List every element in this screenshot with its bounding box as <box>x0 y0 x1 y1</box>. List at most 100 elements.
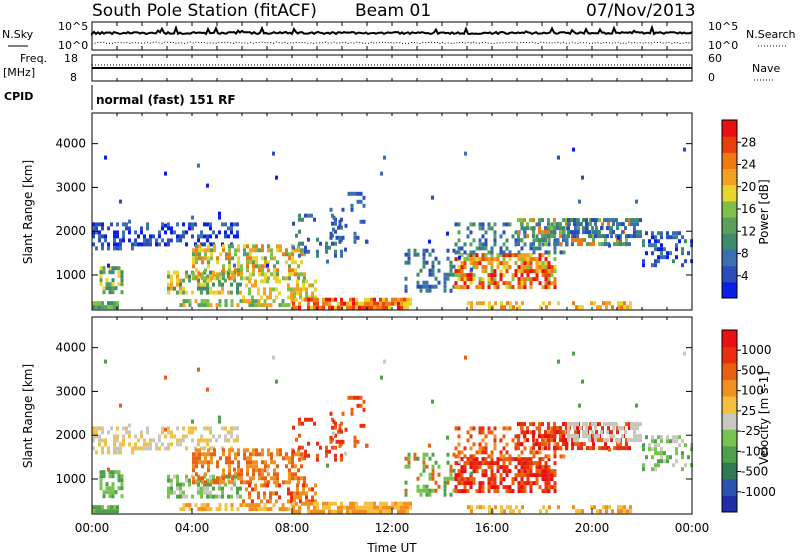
power-cell <box>666 235 669 240</box>
velocity-cell <box>294 452 297 457</box>
power-cell <box>419 268 423 273</box>
velocity-cell <box>105 482 109 487</box>
velocity-cell <box>514 446 518 451</box>
velocity-cell <box>452 488 456 493</box>
velocity-cell <box>663 459 666 464</box>
velocity-cell <box>215 507 219 512</box>
velocity-cell <box>457 426 461 431</box>
power-cell <box>502 253 506 258</box>
velocity-cell <box>660 435 663 440</box>
velocity-cell <box>203 482 206 487</box>
power-cell <box>119 246 122 251</box>
velocity-cell <box>478 485 482 490</box>
velocity-cell <box>231 460 234 465</box>
power-cell <box>215 290 218 295</box>
power-cell <box>228 268 231 273</box>
power-cell <box>571 242 574 247</box>
velocity-cell <box>559 446 562 451</box>
power-cell <box>200 303 204 308</box>
power-cell <box>505 238 509 243</box>
velocity-cell <box>517 461 521 466</box>
velocity-cell <box>505 426 509 431</box>
velocity-cell <box>550 473 554 478</box>
power-cell <box>188 222 191 227</box>
power-cell <box>313 297 316 302</box>
velocity-cell <box>221 494 224 499</box>
power-cell <box>538 257 542 262</box>
power-cell <box>264 272 267 277</box>
power-cell <box>246 252 249 257</box>
power-cell <box>506 301 509 306</box>
x-tick-label: 04:00 <box>175 521 210 535</box>
velocity-cell <box>639 422 642 427</box>
velocity-cell <box>511 481 515 486</box>
velocity-cell <box>681 455 684 460</box>
power-cell <box>305 279 308 284</box>
power-cell <box>544 273 548 278</box>
velocity-cell <box>131 450 134 455</box>
power-cell <box>553 246 557 251</box>
power-cell <box>660 235 663 240</box>
velocity-cell <box>487 426 491 431</box>
power-cell <box>204 268 207 273</box>
velocity-cell <box>302 483 305 488</box>
velocity-cell <box>470 505 473 510</box>
power-cell <box>207 260 210 265</box>
velocity-cell <box>582 422 585 427</box>
velocity-cell <box>472 457 476 462</box>
velocity-cell <box>218 503 222 508</box>
power-cell <box>257 287 260 292</box>
velocity-cell <box>272 491 275 496</box>
velocity-cell <box>236 490 239 495</box>
power-cell <box>404 276 408 281</box>
power-cell <box>617 305 620 310</box>
power-cell <box>325 297 328 302</box>
velocity-cell <box>609 422 612 427</box>
velocity-cell <box>298 421 301 426</box>
velocity-cell <box>212 474 215 479</box>
power-cell <box>493 230 497 235</box>
velocity-cell <box>122 426 125 431</box>
velocity-cell <box>233 467 236 472</box>
power-cell <box>478 261 482 266</box>
power-cell <box>331 213 334 218</box>
velocity-cell <box>496 485 500 490</box>
colorbar-swatch <box>722 363 737 381</box>
velocity-cell <box>577 442 580 447</box>
velocity-cell <box>297 448 300 453</box>
velocity-cell <box>99 474 103 479</box>
power-cell <box>605 301 608 306</box>
velocity-cell <box>209 494 212 499</box>
power-cell <box>266 279 269 284</box>
power-cell <box>182 230 185 235</box>
velocity-cell <box>496 465 500 470</box>
power-cell <box>470 305 473 310</box>
velocity-cell <box>95 430 98 435</box>
power-cell <box>188 303 192 308</box>
velocity-cell <box>319 509 322 514</box>
velocity-cell <box>340 453 343 458</box>
power-cell <box>562 238 565 243</box>
power-cell <box>592 242 595 247</box>
velocity-cell <box>233 438 236 443</box>
power-cell <box>666 255 669 260</box>
power-cell <box>302 279 305 284</box>
velocity-cell <box>316 457 319 462</box>
velocity-cell <box>329 435 333 440</box>
velocity-cell <box>434 488 438 493</box>
power-cell <box>105 282 109 287</box>
velocity-cell <box>334 457 337 462</box>
velocity-cell <box>350 411 354 416</box>
power-cell <box>216 276 219 281</box>
power-cell <box>422 284 426 289</box>
velocity-cell <box>541 442 544 447</box>
power-cell <box>173 230 176 235</box>
power-cell <box>469 281 473 286</box>
power-cell <box>134 238 137 243</box>
velocity-cell <box>212 486 215 491</box>
power-cell <box>502 273 506 278</box>
velocity-cell <box>108 494 112 499</box>
velocity-cell <box>278 507 282 512</box>
velocity-cell <box>544 461 548 466</box>
